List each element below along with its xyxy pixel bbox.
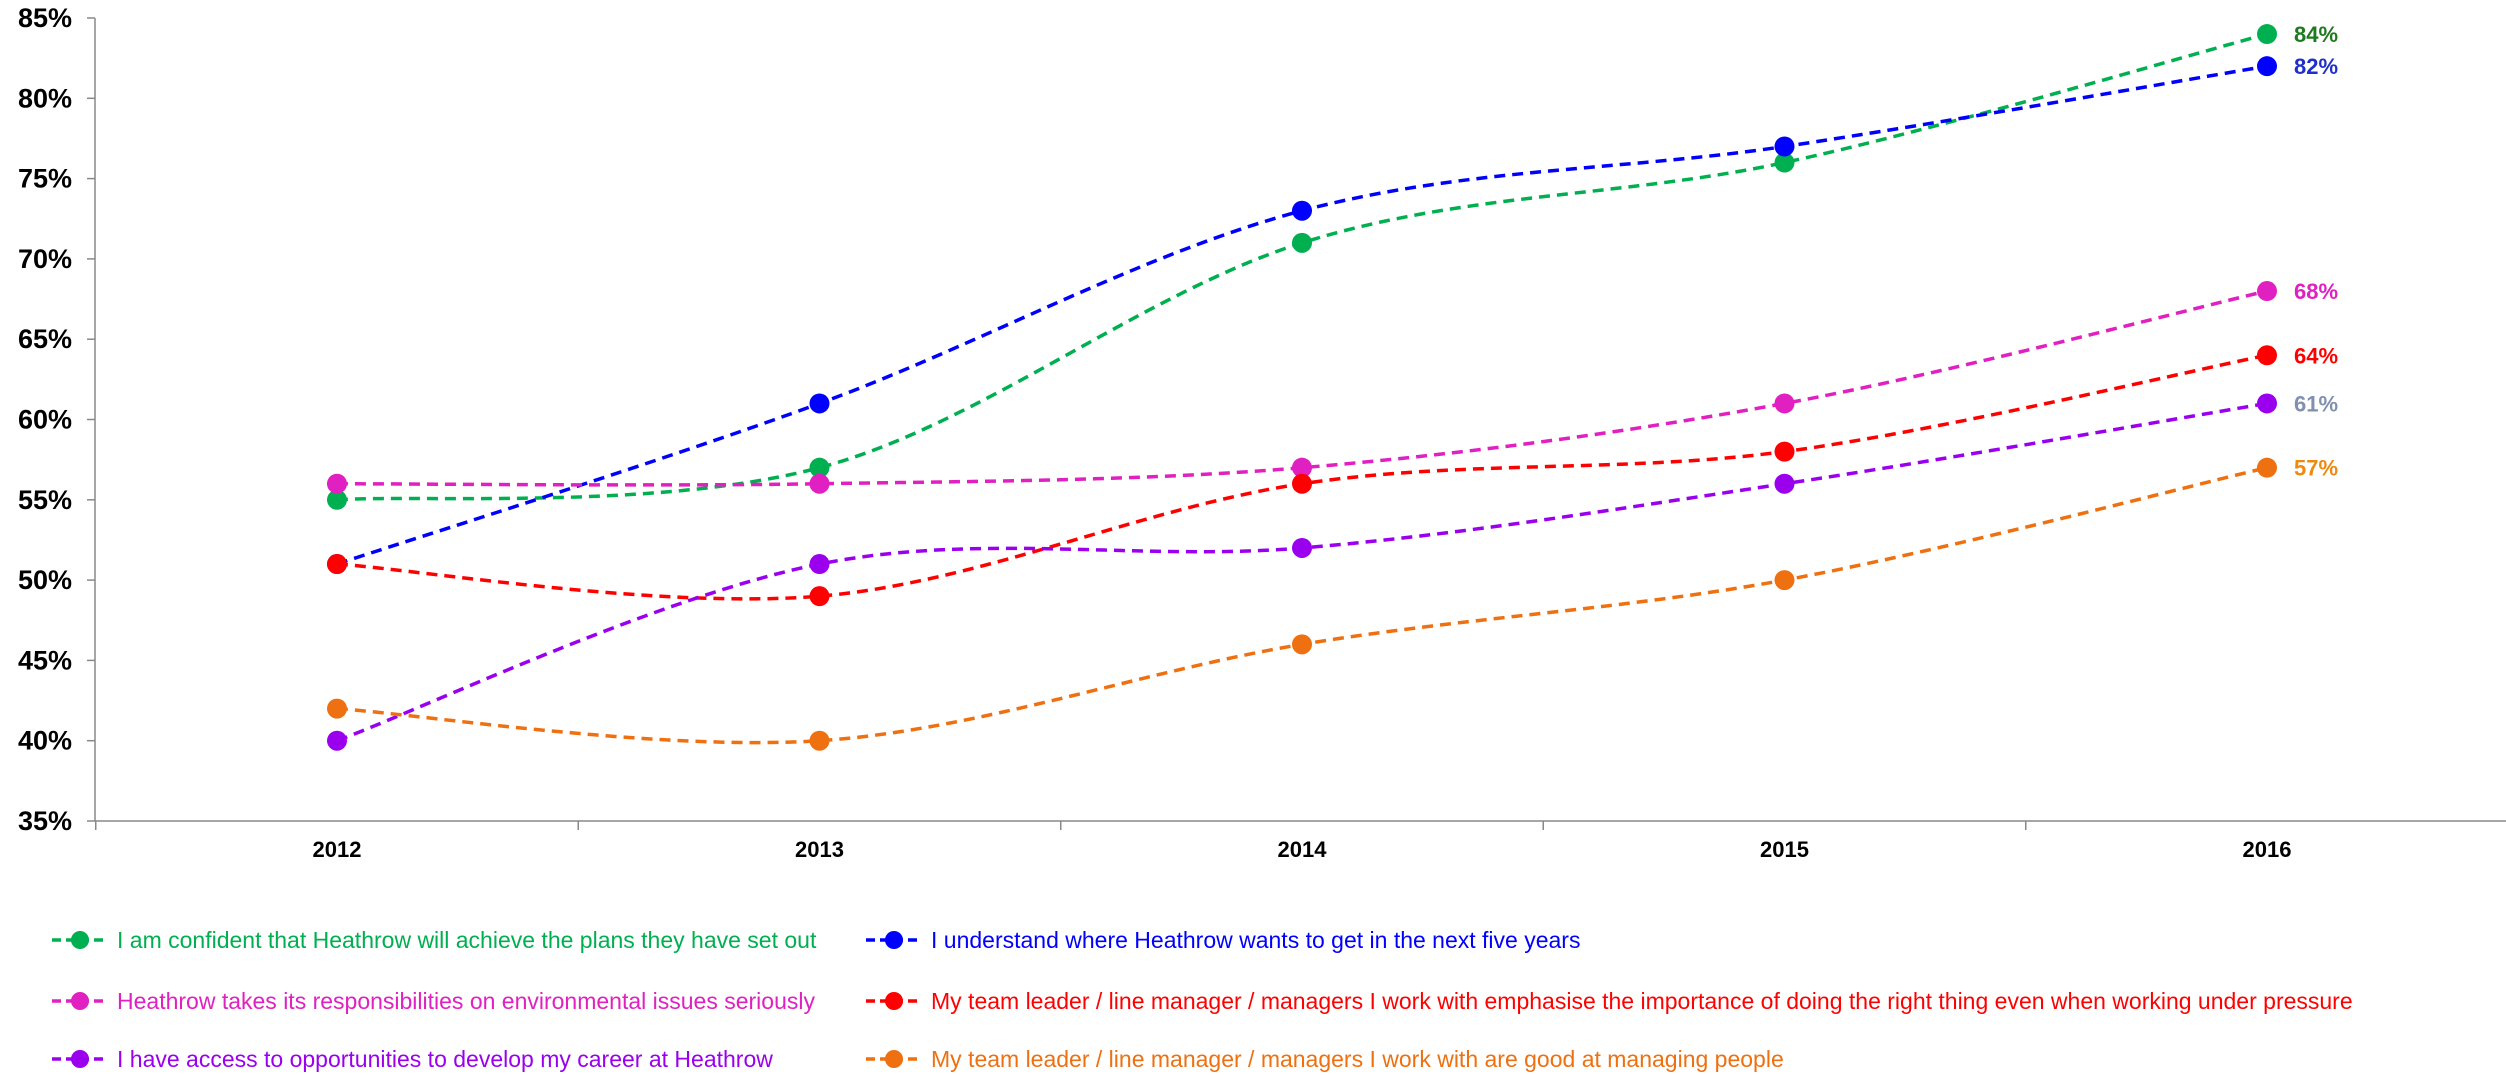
legend-marker: [71, 992, 89, 1010]
data-point: [1292, 634, 1312, 655]
series-line: [336, 32, 2268, 502]
y-tick-label: 60%: [18, 405, 72, 435]
legend-item: Heathrow takes its responsibilities on e…: [52, 988, 815, 1014]
data-point: [327, 730, 347, 751]
series-line: [336, 401, 2268, 743]
series-line: [336, 289, 2268, 487]
data-point: [327, 489, 347, 510]
data-point: [1774, 441, 1795, 462]
series-6: [327, 457, 2277, 751]
data-point: [809, 730, 830, 751]
legend: I am confident that Heathrow will achiev…: [52, 927, 2353, 1072]
data-point: [327, 554, 347, 575]
y-tick-label: 45%: [18, 645, 72, 675]
data-label: 84%: [2294, 22, 2338, 47]
data-point: [1292, 457, 1312, 478]
data-point: [1774, 473, 1795, 494]
legend-label: I have access to opportunities to develo…: [117, 1046, 773, 1072]
data-point: [327, 473, 347, 494]
y-tick-label: 35%: [18, 806, 72, 836]
data-labels: 84% 82% 68% 64% 61% 57%: [2294, 22, 2338, 481]
legend-label: My team leader / line manager / managers…: [931, 1046, 1784, 1072]
data-point: [809, 393, 830, 414]
series-1: [327, 24, 2277, 510]
data-point: [2257, 393, 2277, 414]
x-tick-label: 2016: [2243, 837, 2292, 862]
legend-item: I am confident that Heathrow will achiev…: [52, 927, 817, 953]
legend-label: I understand where Heathrow wants to get…: [931, 927, 1580, 953]
legend-marker: [885, 931, 903, 949]
data-point: [2257, 345, 2277, 366]
data-point: [1774, 393, 1795, 414]
legend-marker: [71, 931, 89, 949]
series-4: [327, 345, 2277, 607]
y-tick-label: 85%: [18, 3, 72, 33]
data-point: [809, 457, 830, 478]
legend-marker: [885, 1050, 903, 1068]
data-label: 61%: [2294, 391, 2338, 416]
data-point: [2257, 457, 2277, 478]
data-point: [1292, 232, 1312, 253]
legend-item: I understand where Heathrow wants to get…: [866, 927, 1580, 953]
series-2: [327, 56, 2277, 575]
data-label: 64%: [2294, 343, 2338, 368]
data-point: [2257, 281, 2277, 302]
data-point: [2257, 56, 2277, 77]
y-tick-label: 80%: [18, 83, 72, 113]
y-tick-label: 55%: [18, 485, 72, 515]
data-label: 68%: [2294, 279, 2338, 304]
x-tick-label: 2015: [1760, 837, 1809, 862]
series-5: [327, 393, 2277, 751]
data-label: 57%: [2294, 456, 2338, 481]
data-point: [1774, 136, 1795, 157]
legend-label: Heathrow takes its responsibilities on e…: [117, 988, 815, 1014]
data-point: [809, 554, 830, 575]
data-point: [809, 586, 830, 607]
legend-marker: [71, 1050, 89, 1068]
series-3: [327, 281, 2277, 494]
data-point: [1774, 152, 1795, 173]
x-tick-label: 2012: [313, 837, 362, 862]
y-tick-label: 50%: [18, 565, 72, 595]
y-tick-label: 40%: [18, 726, 72, 756]
axes: 35% 40% 45% 50% 55% 60% 65% 70% 75% 80% 85% 2012 201…: [18, 3, 2506, 862]
data-point: [1774, 570, 1795, 591]
legend-item: My team leader / line manager / managers…: [866, 1046, 1784, 1072]
legend-label: I am confident that Heathrow will achiev…: [117, 927, 817, 953]
data-label: 82%: [2294, 54, 2338, 79]
series-line: [336, 465, 2268, 745]
data-point: [1292, 200, 1312, 221]
legend-marker: [885, 992, 903, 1010]
y-tick-label: 70%: [18, 244, 72, 274]
y-tick-label: 65%: [18, 324, 72, 354]
data-point: [809, 473, 830, 494]
data-point: [327, 698, 347, 719]
data-point: [2257, 24, 2277, 45]
legend-label: My team leader / line manager / managers…: [931, 988, 2353, 1014]
data-point: [1292, 473, 1312, 494]
legend-item: My team leader / line manager / managers…: [866, 988, 2353, 1014]
x-tick-label: 2013: [795, 837, 844, 862]
series-layer: [327, 24, 2277, 751]
x-tick-label: 2014: [1278, 837, 1328, 862]
y-tick-label: 75%: [18, 164, 72, 194]
data-point: [1292, 537, 1312, 558]
legend-item: I have access to opportunities to develo…: [52, 1046, 773, 1072]
